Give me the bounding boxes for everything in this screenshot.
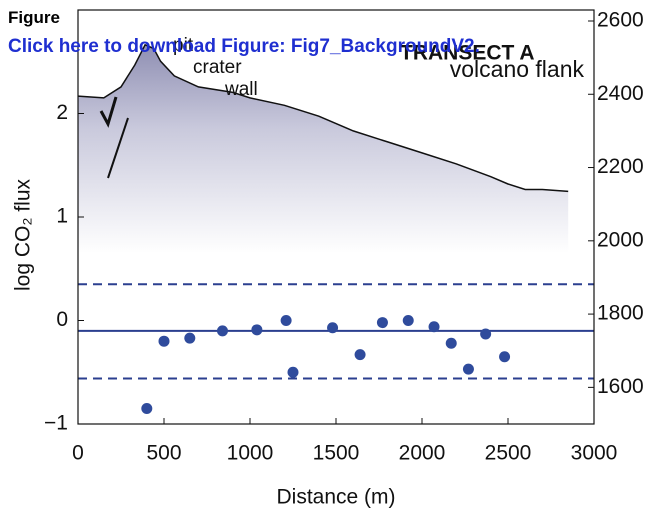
x-tick-label: 3000 (571, 442, 618, 465)
x-tick-label: 2500 (485, 442, 532, 465)
annotation: TRANSECT A (400, 42, 535, 65)
y2-tick-label: 1800 (597, 302, 644, 325)
data-point (376, 317, 388, 329)
data-point (280, 315, 292, 326)
data-point (184, 332, 196, 344)
x-tick-label: 0 (72, 442, 84, 465)
x-tick-label: 1500 (313, 442, 360, 465)
terrain-area (78, 44, 569, 425)
annotation: crater (193, 57, 242, 78)
y2-tick-label: 2400 (597, 82, 644, 105)
data-point (480, 328, 492, 340)
annotation: wall (224, 79, 258, 100)
y2-tick-label: 1600 (597, 375, 644, 398)
plot-area: 0 500 1000 1500 2000 2500 3000−101216001800200… (44, 9, 644, 465)
y-tick-label: 2 (56, 101, 68, 124)
x-tick-label: 2000 (399, 442, 446, 465)
x-tick-label: 500 (146, 442, 181, 465)
x-axis-label: Distance (m) (276, 486, 395, 509)
y-tick-label: 1 (56, 205, 68, 228)
annotation: volcano flank (450, 56, 585, 82)
terrain-line (77, 43, 569, 193)
data-point (402, 315, 414, 326)
figure-heading: Figure (8, 8, 60, 27)
data-point (445, 337, 457, 349)
data-point (462, 363, 474, 375)
annotation: pit (173, 35, 194, 56)
download-link[interactable]: Click here to download Figure: Fig7_Back… (8, 36, 480, 57)
data-point (428, 321, 440, 333)
data-point (327, 322, 339, 334)
y-axis-label: log CO₂ flux (12, 178, 35, 291)
x-tick-label: 1000 (227, 442, 274, 465)
data-point (354, 349, 366, 361)
data-point (158, 335, 170, 347)
data-point (216, 325, 228, 337)
y-tick-label: −1 (44, 412, 68, 435)
y2-tick-label: 2000 (597, 228, 644, 251)
data-point (251, 324, 263, 336)
y-tick-label: 0 (56, 308, 68, 331)
data-point (141, 402, 153, 414)
fault-arrow (99, 96, 118, 128)
y2-tick-label: 2200 (597, 155, 644, 178)
data-point (287, 366, 299, 378)
data-point (499, 351, 511, 363)
fault-symbol (107, 117, 129, 179)
y2-tick-label: 2600 (597, 9, 644, 32)
